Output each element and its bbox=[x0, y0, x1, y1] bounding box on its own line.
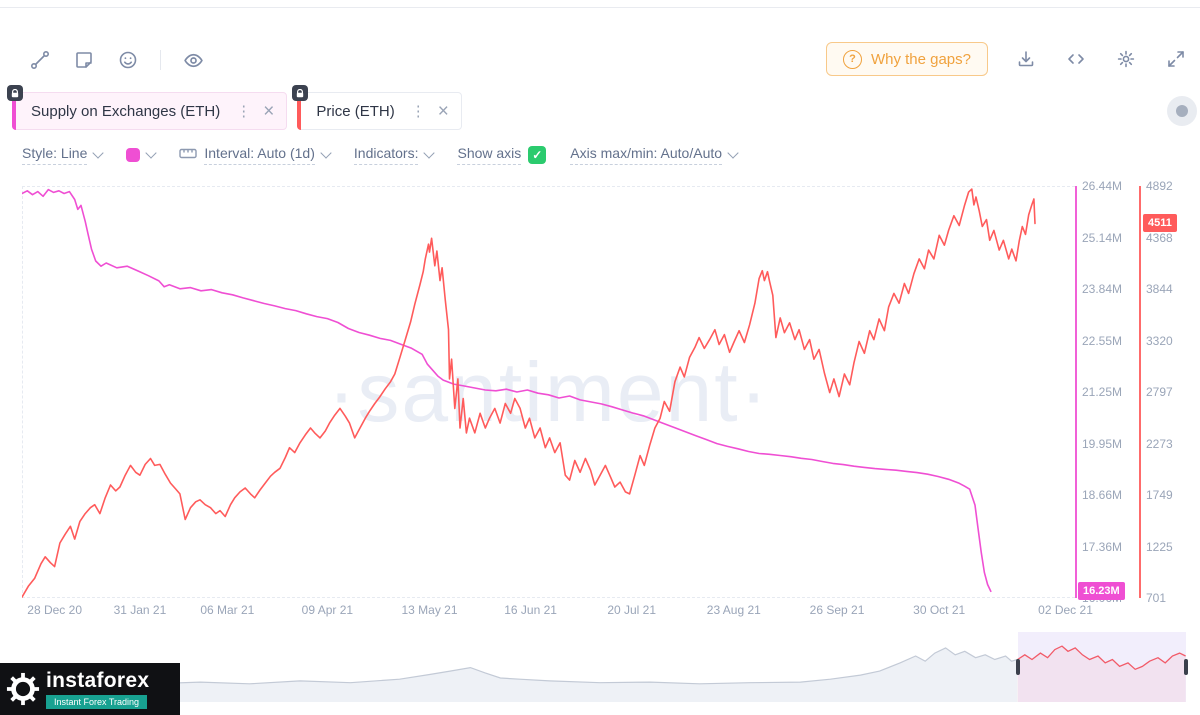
color-swatch-dropdown[interactable] bbox=[126, 147, 158, 162]
fullscreen-icon[interactable] bbox=[1164, 47, 1188, 71]
brush-right-handle[interactable] bbox=[1183, 659, 1188, 675]
price-tick: 1225 bbox=[1146, 539, 1173, 554]
x-axis-tick: 16 Jun 21 bbox=[504, 603, 557, 617]
metric-tab-supply-on-exchanges[interactable]: Supply on Exchanges (ETH) ⋮ × bbox=[7, 85, 288, 130]
download-icon[interactable] bbox=[1014, 47, 1038, 71]
chart-area: ·santiment· 26.44M 25.14M 23.84M 22.55M 21.2… bbox=[0, 179, 1200, 605]
supply-accent-bar bbox=[12, 92, 16, 130]
x-axis-labels: 28 Dec 20 31 Jan 21 06 Mar 21 09 Apr 21 13 M… bbox=[0, 603, 1200, 619]
price-tick: 1749 bbox=[1146, 488, 1173, 502]
logo-brand-text: instaforex bbox=[46, 669, 150, 693]
style-dropdown[interactable]: Style: Line bbox=[22, 145, 105, 165]
series-color-swatch bbox=[126, 148, 141, 162]
lock-icon bbox=[292, 85, 309, 101]
supply-axis-ticks: 26.44M 25.14M 23.84M 22.55M 21.25M 19.95M 18.6… bbox=[1082, 179, 1134, 605]
x-axis-tick: 30 Oct 21 bbox=[913, 603, 966, 617]
price-tick: 2797 bbox=[1146, 385, 1173, 399]
close-icon[interactable]: × bbox=[263, 100, 275, 122]
navigator-minimap bbox=[0, 645, 1186, 702]
x-axis-tick: 28 Dec 20 bbox=[27, 603, 82, 617]
kebab-menu-icon[interactable]: ⋮ bbox=[410, 103, 426, 120]
chevron-down-icon bbox=[145, 147, 158, 159]
brush-left-handle[interactable] bbox=[1015, 659, 1020, 675]
price-axis-line bbox=[1139, 186, 1141, 598]
x-axis-tick: 23 Aug 21 bbox=[706, 603, 761, 617]
price-accent-bar bbox=[297, 92, 302, 130]
x-axis-tick: 20 Jul 21 bbox=[607, 603, 657, 617]
price-supply-line-chart[interactable] bbox=[22, 186, 1075, 598]
x-axis-tick: 09 Apr 21 bbox=[301, 603, 354, 617]
supply-tick: 23.84M bbox=[1082, 282, 1123, 296]
logo-tagline: Instant Forex Trading bbox=[46, 694, 148, 709]
supply-tick: 26.44M bbox=[1082, 179, 1123, 193]
price-tick: 701 bbox=[1146, 591, 1167, 605]
metric-tab-price[interactable]: Price (ETH) ⋮ × bbox=[292, 85, 462, 130]
price-tick: 3320 bbox=[1146, 333, 1173, 348]
lock-icon bbox=[7, 85, 23, 101]
supply-axis-line bbox=[1075, 186, 1077, 598]
x-axis-tick: 02 Dec 21 bbox=[1038, 603, 1093, 617]
emoji-icon[interactable] bbox=[116, 48, 140, 72]
price-tick: 4892 bbox=[1146, 179, 1173, 193]
supply-current-value-badge: 16.23M bbox=[1078, 582, 1125, 601]
price-tick: 2273 bbox=[1146, 436, 1173, 451]
price-current-value-badge: 4511 bbox=[1143, 214, 1177, 233]
metric-tab-label: Supply on Exchanges (ETH) bbox=[31, 102, 221, 120]
supply-tick: 19.95M bbox=[1082, 436, 1123, 451]
axis-maxmin-dropdown[interactable]: Axis max/min: Auto/Auto bbox=[570, 145, 739, 165]
divider bbox=[160, 50, 161, 70]
why-the-gaps-button[interactable]: ? Why the gaps? bbox=[825, 42, 988, 76]
indicators-label: Indicators: bbox=[353, 145, 419, 165]
supply-tick: 17.36M bbox=[1082, 539, 1123, 554]
interval-label: Interval: Auto (1d) bbox=[204, 145, 315, 165]
check-icon: ✓ bbox=[532, 148, 543, 162]
axis-maxmin-label: Axis max/min: Auto/Auto bbox=[570, 145, 723, 165]
metric-tab-label: Price (ETH) bbox=[316, 102, 395, 120]
note-icon[interactable] bbox=[72, 48, 96, 72]
supply-tick: 21.25M bbox=[1082, 385, 1123, 399]
supply-tick: 18.66M bbox=[1082, 488, 1123, 502]
time-range-navigator[interactable] bbox=[0, 632, 1200, 702]
x-axis-tick: 31 Jan 21 bbox=[113, 603, 167, 617]
show-axis-label: Show axis bbox=[457, 145, 522, 165]
supply-tick: 25.14M bbox=[1082, 230, 1123, 245]
settings-gear-icon[interactable] bbox=[1114, 47, 1138, 71]
chevron-down-icon bbox=[320, 147, 332, 159]
show-axis-control: Show axis ✓ bbox=[457, 145, 547, 165]
interval-ruler-icon bbox=[179, 146, 198, 164]
embed-code-icon[interactable] bbox=[1064, 47, 1088, 71]
x-axis-tick: 06 Mar 21 bbox=[200, 603, 255, 617]
kebab-menu-icon[interactable]: ⋮ bbox=[236, 103, 252, 120]
show-axis-checkbox[interactable]: ✓ bbox=[528, 146, 547, 164]
chart-toolbar: Style: Line Interval: Auto (1d) Indicato… bbox=[22, 145, 739, 165]
interval-dropdown[interactable]: Interval: Auto (1d) bbox=[179, 145, 332, 165]
price-tick: 3844 bbox=[1146, 282, 1173, 296]
chevron-down-icon bbox=[727, 147, 739, 159]
close-icon[interactable]: × bbox=[437, 100, 449, 122]
sidebar-toggle-button[interactable] bbox=[1167, 96, 1197, 126]
x-axis-tick: 13 May 21 bbox=[401, 603, 458, 617]
chevron-down-icon bbox=[92, 147, 105, 159]
chevron-down-icon bbox=[423, 147, 436, 159]
supply-tick: 22.55M bbox=[1082, 333, 1123, 348]
indicators-dropdown[interactable]: Indicators: bbox=[353, 145, 436, 165]
sidebar-toggle-dot bbox=[1176, 105, 1188, 117]
question-icon: ? bbox=[842, 49, 862, 69]
top-border bbox=[0, 7, 1200, 8]
instaforex-logo: instaforex Instant Forex Trading bbox=[0, 663, 180, 715]
navigator-brush[interactable] bbox=[1015, 632, 1188, 702]
metric-tabs: Supply on Exchanges (ETH) ⋮ × Price (ETH… bbox=[7, 85, 462, 130]
plot-frame bbox=[22, 186, 1075, 598]
x-axis-tick: 26 Sep 21 bbox=[809, 603, 865, 617]
gear-logo-icon bbox=[0, 672, 46, 706]
header-right-toolbar: ? Why the gaps? bbox=[825, 42, 1188, 76]
header-left-toolbar bbox=[28, 48, 205, 72]
price-axis-ticks: 4892 4368 3844 3320 2797 2273 1749 1225 701 bbox=[1146, 179, 1190, 605]
price-tick: 4368 bbox=[1146, 230, 1173, 245]
why-the-gaps-label: Why the gaps? bbox=[870, 50, 971, 68]
eye-icon[interactable] bbox=[181, 48, 205, 72]
style-label: Style: Line bbox=[22, 145, 88, 165]
trend-nodes-icon[interactable] bbox=[28, 48, 52, 72]
